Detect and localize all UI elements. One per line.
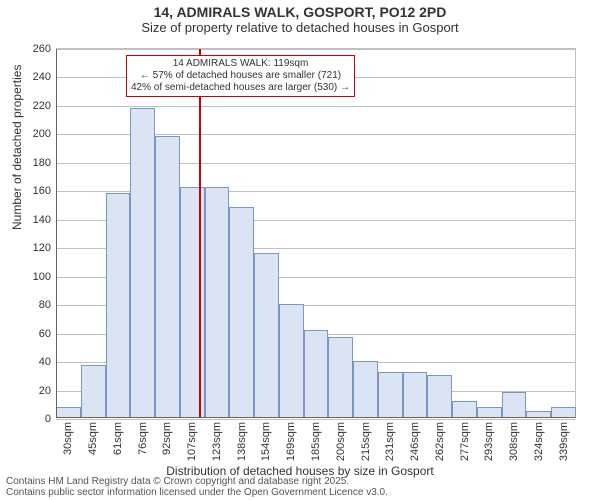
- y-tick-label: 60: [39, 328, 51, 340]
- y-tick-label: 140: [33, 214, 51, 226]
- histogram-bar: [403, 372, 428, 418]
- y-tick-label: 100: [33, 271, 51, 283]
- y-tick-label: 160: [33, 185, 51, 197]
- y-tick-label: 240: [33, 71, 51, 83]
- histogram-bar: [81, 365, 106, 418]
- x-tick-label: 339sqm: [558, 422, 570, 461]
- y-tick-label: 20: [39, 385, 51, 397]
- page-subtitle: Size of property relative to detached ho…: [0, 20, 600, 35]
- y-axis-label: Number of detached properties: [10, 65, 24, 230]
- histogram-bar: [254, 253, 279, 418]
- x-tick-label: 185sqm: [310, 422, 322, 461]
- histogram-bar: [452, 401, 477, 418]
- histogram-bar: [279, 304, 304, 418]
- attribution-footer: Contains HM Land Registry data © Crown c…: [6, 476, 388, 498]
- x-tick-label: 231sqm: [384, 422, 396, 461]
- annotation-line-2: ← 57% of detached houses are smaller (72…: [131, 70, 350, 82]
- x-tick-label: 61sqm: [112, 422, 124, 455]
- gridline: [56, 49, 575, 50]
- y-tick-label: 180: [33, 157, 51, 169]
- x-tick-label: 324sqm: [533, 422, 545, 461]
- histogram-bar: [205, 187, 230, 418]
- x-tick-label: 154sqm: [260, 422, 272, 461]
- annotation-line-3: 42% of semi-detached houses are larger (…: [131, 82, 350, 94]
- y-tick-label: 80: [39, 299, 51, 311]
- y-tick-label: 200: [33, 128, 51, 140]
- gridline: [56, 106, 575, 107]
- histogram-bar: [155, 136, 180, 418]
- histogram-bar: [106, 193, 131, 418]
- x-tick-label: 293sqm: [483, 422, 495, 461]
- histogram-bar: [229, 207, 254, 418]
- gridline: [56, 419, 575, 420]
- x-tick-label: 262sqm: [434, 422, 446, 461]
- x-tick-label: 30sqm: [62, 422, 74, 455]
- x-tick-label: 277sqm: [459, 422, 471, 461]
- footer-line-2: Contains public sector information licen…: [6, 487, 388, 498]
- histogram-bar: [328, 337, 353, 418]
- reference-vline: [199, 49, 201, 418]
- y-tick-label: 0: [45, 413, 51, 425]
- x-axis-line: [56, 417, 575, 418]
- x-tick-label: 107sqm: [186, 422, 198, 461]
- histogram-bar: [427, 375, 452, 418]
- footer-line-1: Contains HM Land Registry data © Crown c…: [6, 476, 388, 487]
- page-title: 14, ADMIRALS WALK, GOSPORT, PO12 2PD: [0, 4, 600, 20]
- histogram-bar: [378, 372, 403, 418]
- x-tick-label: 215sqm: [360, 422, 372, 461]
- x-tick-label: 200sqm: [335, 422, 347, 461]
- annotation-line-1: 14 ADMIRALS WALK: 119sqm: [131, 58, 350, 70]
- y-tick-label: 260: [33, 43, 51, 55]
- x-tick-label: 169sqm: [285, 422, 297, 461]
- histogram-bar: [304, 330, 329, 418]
- y-axis-line: [56, 49, 57, 418]
- x-tick-label: 76sqm: [137, 422, 149, 455]
- x-tick-label: 123sqm: [211, 422, 223, 461]
- histogram-bar: [353, 361, 378, 418]
- histogram-chart: 02040608010012014016018020022024026030sq…: [56, 48, 576, 418]
- x-tick-label: 138sqm: [236, 422, 248, 461]
- x-tick-label: 92sqm: [161, 422, 173, 455]
- histogram-bar: [502, 392, 527, 418]
- property-annotation-box: 14 ADMIRALS WALK: 119sqm ← 57% of detach…: [126, 55, 355, 97]
- histogram-bar: [130, 108, 155, 418]
- x-tick-label: 308sqm: [508, 422, 520, 461]
- x-tick-label: 246sqm: [409, 422, 421, 461]
- y-tick-label: 220: [33, 100, 51, 112]
- y-tick-label: 40: [39, 356, 51, 368]
- y-tick-label: 120: [33, 242, 51, 254]
- x-tick-label: 45sqm: [87, 422, 99, 455]
